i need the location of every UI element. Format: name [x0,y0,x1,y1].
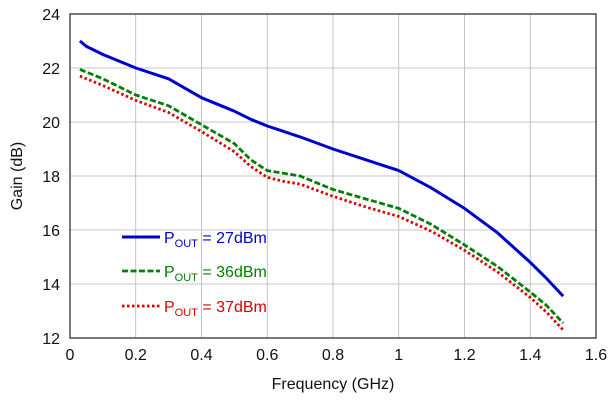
y-tick-label: 14 [42,277,60,294]
x-tick-label: 0.6 [256,347,278,364]
legend-name: P [164,264,175,281]
x-tick-label: 1.6 [585,347,607,364]
legend-value: = 36dBm [198,264,267,281]
series-line-3 [79,74,565,331]
plot-frame [69,13,597,339]
y-axis-label: Gain (dB) [9,142,26,210]
legend-entry-1: POUT = 27dBm [164,230,267,250]
y-tick-label: 20 [42,115,60,132]
x-tick-label: 0.8 [322,347,344,364]
legend-subscript: OUT [175,272,199,284]
y-tick-label: 12 [42,331,60,348]
x-tick-label: 0 [66,347,75,364]
legend-value: = 27dBm [198,230,267,247]
x-tick-label: 1 [394,347,403,364]
legend-name: P [164,299,175,316]
grid-lines [69,13,597,339]
series-line-2 [79,68,565,325]
x-tick-label: 1.2 [453,347,475,364]
x-axis-label: Frequency (GHz) [272,376,395,393]
legend-value: = 37dBm [198,299,267,316]
series-line-1 [78,39,565,298]
legend-entry-3: POUT = 37dBm [164,299,267,319]
series-lines [78,39,565,331]
tick-labels: 0 0.2 0.4 0.6 0.8 1 1.2 1.4 1.6 12 14 16 18 20 22 24 [42,7,607,364]
legend-subscript: OUT [175,238,199,250]
x-tick-label: 1.4 [519,347,541,364]
x-tick-label: 0.2 [125,347,147,364]
y-tick-label: 24 [42,7,60,24]
x-tick-label: 0.4 [190,347,212,364]
legend-entry-2: POUT = 36dBm [164,264,267,284]
y-tick-label: 18 [42,169,60,186]
legend-subscript: OUT [175,307,199,319]
y-tick-label: 16 [42,223,60,240]
y-tick-label: 22 [42,61,60,78]
legend-name: P [164,230,175,247]
